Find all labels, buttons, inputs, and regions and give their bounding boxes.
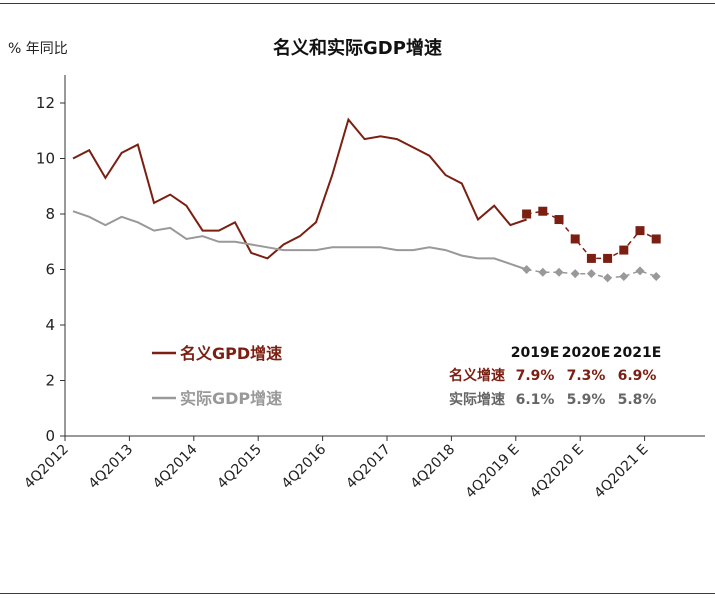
table-cell: 5.8%: [618, 392, 657, 408]
x-tick-label: 4Q2019 E: [463, 442, 523, 502]
series-line-2: [72, 210, 527, 271]
x-tick-label: 4Q2012: [21, 442, 72, 493]
data-point-marker: [603, 253, 613, 263]
data-point-marker: [554, 215, 564, 225]
y-tick-label: 8: [45, 205, 55, 223]
y-tick-label: 2: [45, 372, 55, 390]
table-header: 2020E: [562, 345, 611, 361]
table-row-label: 名义增速: [449, 367, 505, 384]
data-point-marker: [538, 206, 548, 216]
x-tick-label: 4Q2021 E: [591, 442, 651, 502]
data-point-marker: [651, 234, 661, 244]
bottom-border: [0, 593, 715, 594]
chart-title: 名义和实际GDP增速: [273, 38, 442, 59]
table-cell: 5.9%: [567, 392, 606, 408]
data-point-marker: [586, 269, 596, 279]
x-tick-label: 4Q2014: [150, 441, 201, 492]
data-point-marker: [570, 269, 580, 279]
table-cell: 6.1%: [516, 392, 555, 408]
table-cell: 6.9%: [618, 368, 657, 384]
table-header: 2021E: [613, 345, 662, 361]
data-point-marker: [619, 245, 629, 255]
table-cell: 7.3%: [567, 368, 606, 384]
x-tick-label: 4Q2013: [86, 442, 137, 493]
legend-label: 实际GDP增速: [180, 389, 282, 408]
y-tick-label: 12: [36, 94, 55, 112]
top-border: [0, 3, 715, 4]
x-tick-label: 4Q2017: [343, 442, 394, 493]
data-point-marker: [538, 267, 548, 277]
data-point-marker: [603, 273, 613, 283]
data-point-marker: [586, 253, 596, 263]
data-point-marker: [554, 267, 564, 277]
series-line-0: [72, 117, 527, 260]
data-point-marker: [570, 234, 580, 244]
x-tick-label: 4Q2018: [408, 442, 459, 493]
y-tick-label: 4: [45, 316, 55, 334]
table-cell: 7.9%: [516, 368, 555, 384]
table-row-label: 实际增速: [449, 391, 505, 408]
data-point-marker: [619, 271, 629, 281]
data-point-marker: [522, 209, 532, 219]
y-axis-unit-label: % 年同比: [8, 41, 68, 57]
data-point-marker: [522, 265, 532, 274]
data-point-marker: [635, 226, 645, 236]
x-tick-label: 4Q2020 E: [527, 442, 587, 502]
x-tick-label: 4Q2015: [214, 442, 265, 493]
data-point-marker: [651, 271, 661, 281]
data-point-marker: [635, 266, 645, 276]
y-tick-label: 10: [36, 150, 55, 168]
legend-label: 名义GPD增速: [180, 344, 282, 363]
x-tick-label: 4Q2016: [279, 441, 330, 492]
y-tick-label: 6: [45, 261, 55, 279]
table-header: 2019E: [511, 345, 560, 361]
y-tick-label: 0: [45, 427, 55, 445]
